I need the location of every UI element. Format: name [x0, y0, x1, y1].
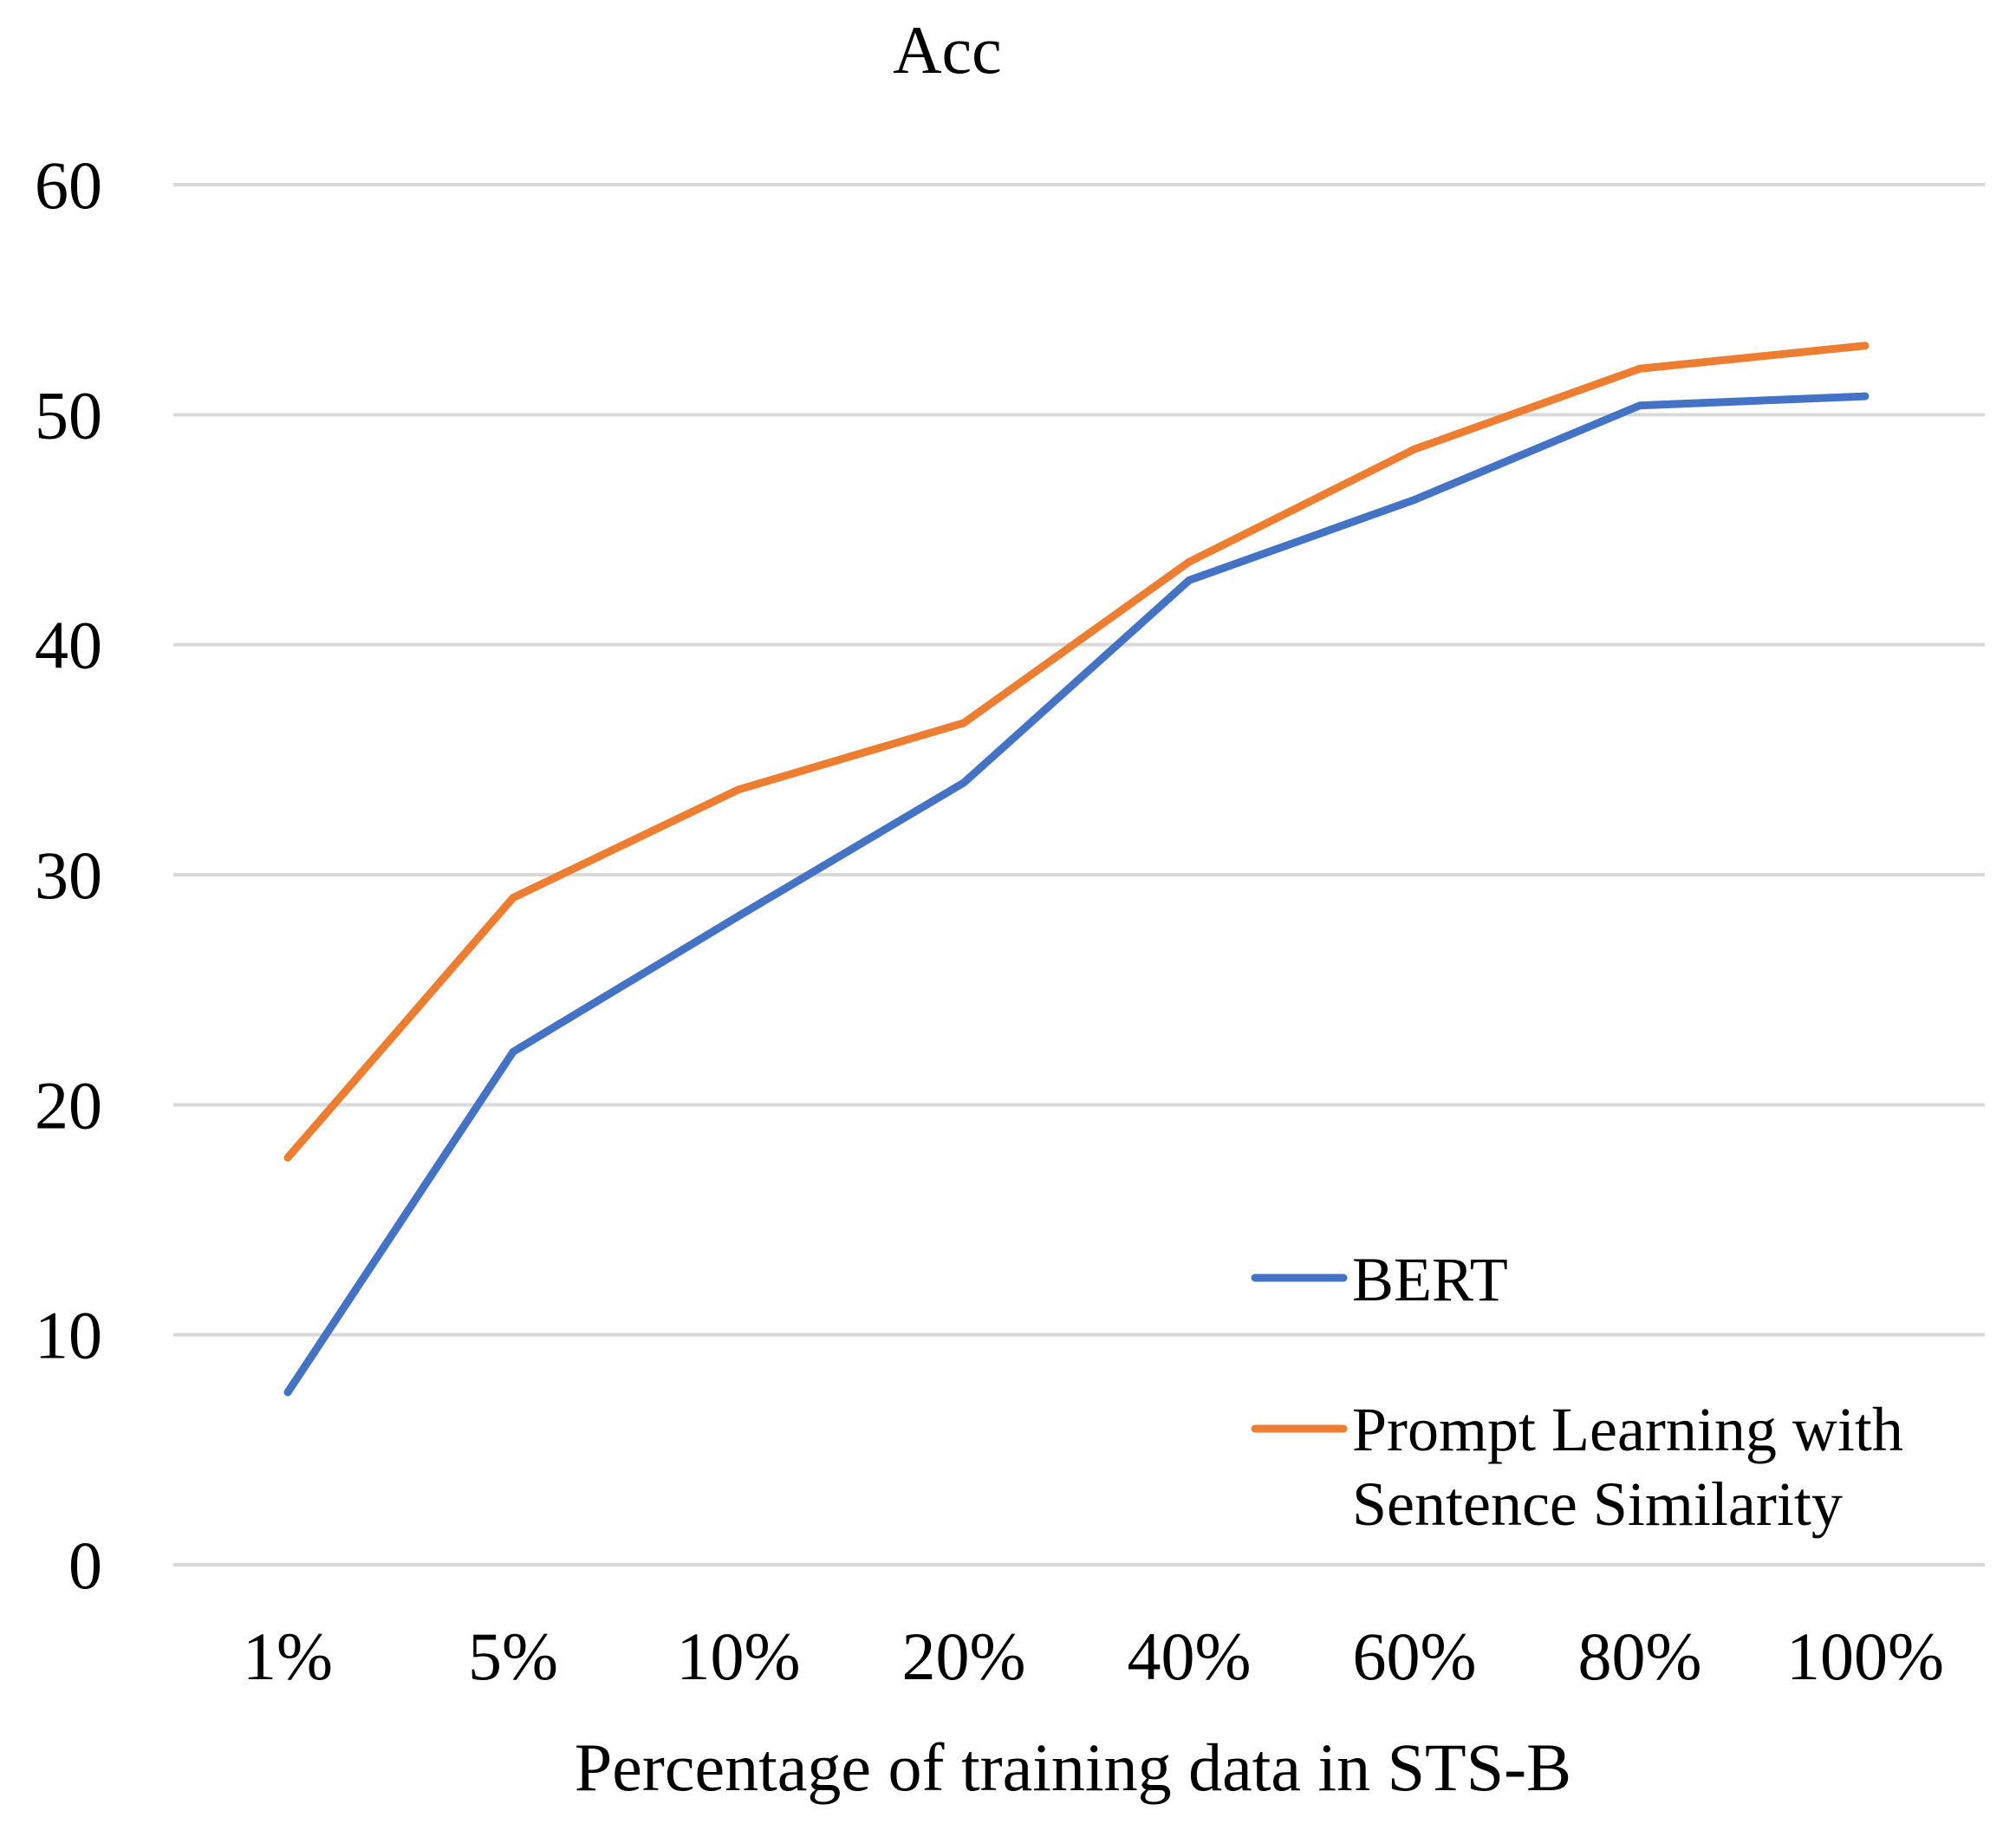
- y-tick-label-50: 50: [35, 377, 102, 453]
- y-tick-label-10: 10: [35, 1298, 102, 1373]
- x-tick-label-5: 60%: [1353, 1619, 1477, 1694]
- legend-label-line-0-0: BERT: [1352, 1245, 1508, 1314]
- legend-label-0: BERT: [1352, 1245, 1508, 1314]
- legend-label-line-1-0: Prompt Learning with: [1352, 1395, 1903, 1464]
- legend-label-1: Prompt Learning with Sentence Similarity: [1352, 1395, 1903, 1539]
- series-line-0: [283, 392, 1870, 1397]
- y-tick-label-20: 20: [35, 1067, 102, 1143]
- x-tick-label-6: 80%: [1578, 1619, 1702, 1694]
- y-tick-label-60: 60: [35, 147, 102, 223]
- x-tick-label-2: 10%: [677, 1619, 801, 1694]
- x-tick-label-7: 100%: [1786, 1619, 1944, 1694]
- legend-label-line-1-1: Sentence Similarity: [1352, 1469, 1843, 1539]
- x-axis-ticks: 1% 5% 10% 20% 40% 60% 80% 100%: [243, 1619, 1944, 1694]
- x-tick-label-1: 5%: [468, 1619, 558, 1694]
- x-tick-label-3: 20%: [902, 1619, 1026, 1694]
- x-tick-label-0: 1%: [243, 1619, 333, 1694]
- y-tick-label-40: 40: [35, 608, 102, 683]
- series-line-1: [283, 342, 1870, 1162]
- y-tick-label-30: 30: [35, 837, 102, 913]
- series-lines: [283, 342, 1870, 1397]
- x-tick-label-4: 40%: [1128, 1619, 1252, 1694]
- y-axis-ticks: 0 10 20 30 40 50 60: [35, 147, 102, 1603]
- y-tick-label-0: 0: [68, 1528, 102, 1603]
- gridlines: [173, 183, 1985, 1567]
- chart-title: Acc: [893, 12, 1002, 88]
- x-axis-label: Percentage of training data in STS-B: [575, 1730, 1571, 1805]
- legend: BERT Prompt Learning with Sentence Similar…: [1251, 1245, 1903, 1539]
